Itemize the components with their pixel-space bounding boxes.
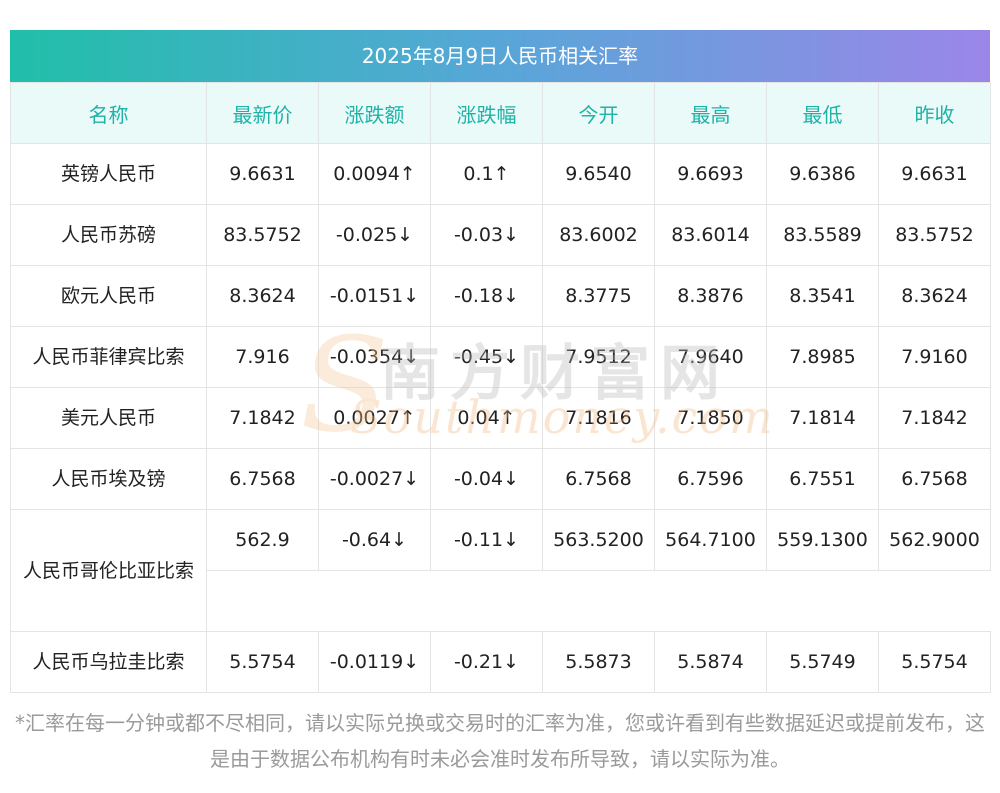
low-price: 7.1814 [766,387,879,449]
currency-pair: 人民币菲律宾比索 [10,326,207,388]
rates-table: 名称 最新价 涨跌额 涨跌幅 今开 最高 最低 昨收 英镑人民币 9.6631 … [10,82,991,693]
disclaimer-note: *汇率在每一分钟或都不尽相同，请以实际兑换或交易时的汇率为准，您或许看到有些数据… [15,711,985,771]
latest-price: 83.5752 [206,204,319,266]
high-price: 9.6693 [654,143,767,205]
table-row: 人民币乌拉圭比索 5.5754 -0.0119↓ -0.21↓ 5.5873 5… [10,631,991,693]
open-price: 7.1816 [542,387,655,449]
currency-pair: 欧元人民币 [10,265,207,327]
latest-price: 7.1842 [206,387,319,449]
latest-price: 7.916 [206,326,319,388]
table-row: 英镑人民币 9.6631 0.0094↑ 0.1↑ 9.6540 9.6693 … [10,143,991,205]
change-percent: -0.18↓ [430,265,543,327]
change-percent: -0.21↓ [430,631,543,693]
prev-close: 5.5754 [878,631,991,693]
high-price: 8.3876 [654,265,767,327]
low-price: 559.1300 [766,509,879,571]
header-prev: 昨收 [878,82,991,144]
prev-close: 562.9000 [878,509,991,571]
table-row: 人民币苏磅 83.5752 -0.025↓ -0.03↓ 83.6002 83.… [10,204,991,266]
currency-pair: 人民币苏磅 [10,204,207,266]
change-amount: 0.0027↑ [318,387,431,449]
low-price: 83.5589 [766,204,879,266]
latest-price: 5.5754 [206,631,319,693]
currency-pair: 人民币埃及镑 [10,448,207,510]
low-price: 7.8985 [766,326,879,388]
open-price: 83.6002 [542,204,655,266]
header-low: 最低 [766,82,879,144]
header-latest: 最新价 [206,82,319,144]
high-price: 7.9640 [654,326,767,388]
change-amount: -0.0119↓ [318,631,431,693]
header-high: 最高 [654,82,767,144]
high-price: 6.7596 [654,448,767,510]
change-amount: -0.0354↓ [318,326,431,388]
table-row: 人民币哥伦比亚比索 562.9 -0.64↓ -0.11↓ 563.5200 5… [10,509,991,632]
prev-close: 8.3624 [878,265,991,327]
change-amount: -0.64↓ [318,509,431,571]
change-percent: -0.04↓ [430,448,543,510]
change-percent: 0.1↑ [430,143,543,205]
change-percent: 0.04↑ [430,387,543,449]
open-price: 563.5200 [542,509,655,571]
empty-cell [206,570,991,632]
table-row: 欧元人民币 8.3624 -0.0151↓ -0.18↓ 8.3775 8.38… [10,265,991,327]
change-percent: -0.03↓ [430,204,543,266]
prev-close: 9.6631 [878,143,991,205]
open-price: 6.7568 [542,448,655,510]
open-price: 9.6540 [542,143,655,205]
change-percent: -0.11↓ [430,509,543,571]
latest-price: 562.9 [206,509,319,571]
low-price: 9.6386 [766,143,879,205]
low-price: 8.3541 [766,265,879,327]
high-price: 5.5874 [654,631,767,693]
currency-pair: 人民币乌拉圭比索 [10,631,207,693]
header-open: 今开 [542,82,655,144]
prev-close: 7.9160 [878,326,991,388]
high-price: 7.1850 [654,387,767,449]
currency-pair: 美元人民币 [10,387,207,449]
latest-price: 9.6631 [206,143,319,205]
low-price: 6.7551 [766,448,879,510]
header-change: 涨跌额 [318,82,431,144]
currency-pair: 人民币哥伦比亚比索 [10,509,207,632]
prev-close: 6.7568 [878,448,991,510]
prev-close: 83.5752 [878,204,991,266]
change-amount: -0.0027↓ [318,448,431,510]
low-price: 5.5749 [766,631,879,693]
currency-pair: 英镑人民币 [10,143,207,205]
high-price: 564.7100 [654,509,767,571]
table-title: 2025年8月9日人民币相关汇率 [10,30,990,82]
header-row: 名称 最新价 涨跌额 涨跌幅 今开 最高 最低 昨收 [10,82,991,144]
table-row: 人民币菲律宾比索 7.916 -0.0354↓ -0.45↓ 7.9512 7.… [10,326,991,388]
table-row-continuation [11,570,991,632]
open-price: 8.3775 [542,265,655,327]
latest-price: 6.7568 [206,448,319,510]
latest-price: 8.3624 [206,265,319,327]
open-price: 7.9512 [542,326,655,388]
prev-close: 7.1842 [878,387,991,449]
high-price: 83.6014 [654,204,767,266]
open-price: 5.5873 [542,631,655,693]
change-amount: 0.0094↑ [318,143,431,205]
header-pct: 涨跌幅 [430,82,543,144]
change-amount: -0.0151↓ [318,265,431,327]
change-percent: -0.45↓ [430,326,543,388]
table-row: 人民币埃及镑 6.7568 -0.0027↓ -0.04↓ 6.7568 6.7… [10,448,991,510]
table-row: 美元人民币 7.1842 0.0027↑ 0.04↑ 7.1816 7.1850… [10,387,991,449]
header-name: 名称 [10,82,207,144]
change-amount: -0.025↓ [318,204,431,266]
